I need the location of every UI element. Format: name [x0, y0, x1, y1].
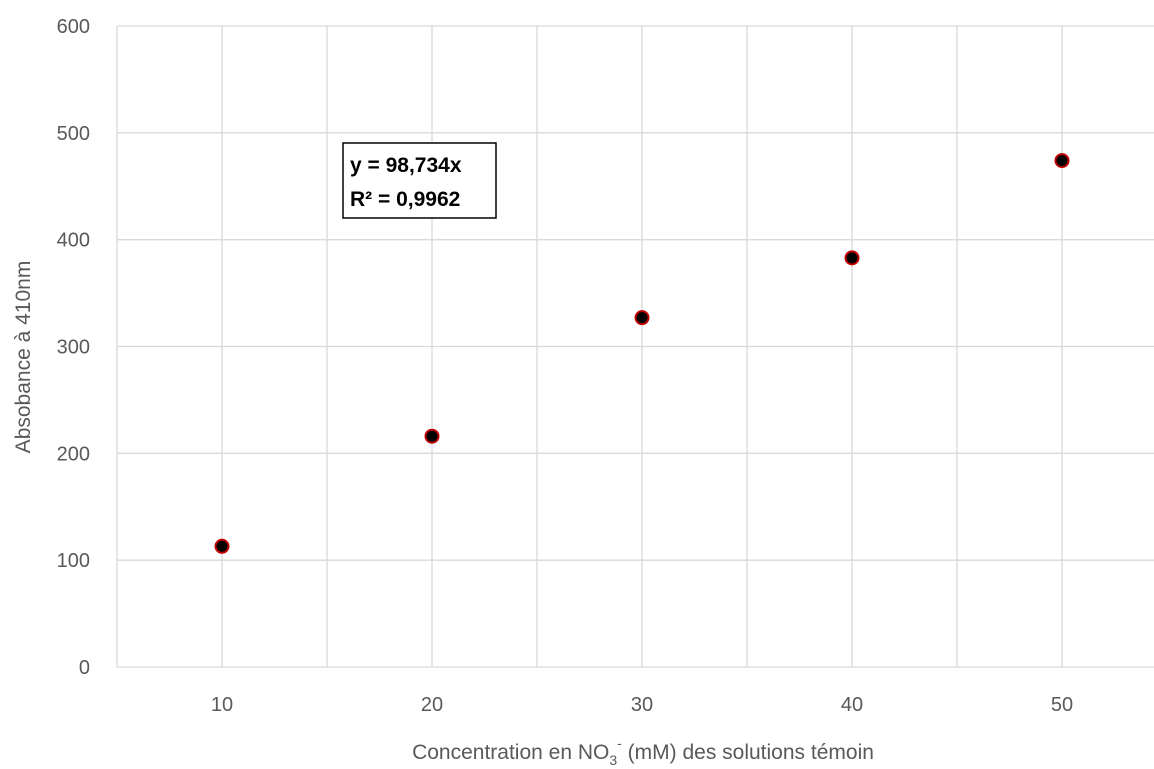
- x-tick-label: 20: [421, 694, 443, 716]
- x-axis-title-prefix: Concentration en NO: [412, 741, 609, 764]
- y-tick-label: 300: [57, 337, 90, 359]
- equation-box: y = 98,734x R² = 0,9962: [342, 142, 497, 219]
- y-tick-label: 200: [57, 443, 90, 465]
- data-point: [634, 310, 650, 326]
- y-axis-ticks: 0 100 200 300 400 500 600: [57, 16, 90, 679]
- data-points: [214, 153, 1070, 554]
- data-point: [214, 538, 230, 554]
- data-point: [844, 250, 860, 266]
- grid-lines: [116, 25, 1154, 668]
- x-tick-label: 40: [841, 694, 863, 716]
- data-point: [424, 428, 440, 444]
- y-tick-label: 100: [57, 550, 90, 572]
- x-tick-label: 50: [1051, 694, 1073, 716]
- x-axis-title-superscript: -: [617, 735, 622, 751]
- y-axis-title: Absobance à 410nm: [12, 261, 35, 454]
- r-squared-line: R² = 0,9962: [350, 188, 460, 211]
- x-axis-ticks: 10 20 30 40 50: [211, 694, 1073, 716]
- y-tick-label: 500: [57, 123, 90, 145]
- data-point: [1054, 153, 1070, 169]
- x-axis-title: Concentration en NO3- (mM) des solutions…: [412, 735, 874, 768]
- x-axis-title-subscript: 3: [609, 752, 617, 768]
- y-tick-label: 600: [57, 16, 90, 38]
- x-axis-title-suffix: (mM) des solutions témoin: [622, 741, 874, 764]
- y-tick-label: 0: [79, 657, 90, 679]
- y-tick-label: 400: [57, 230, 90, 252]
- x-tick-label: 30: [631, 694, 653, 716]
- x-tick-label: 10: [211, 694, 233, 716]
- equation-line: y = 98,734x: [350, 154, 462, 177]
